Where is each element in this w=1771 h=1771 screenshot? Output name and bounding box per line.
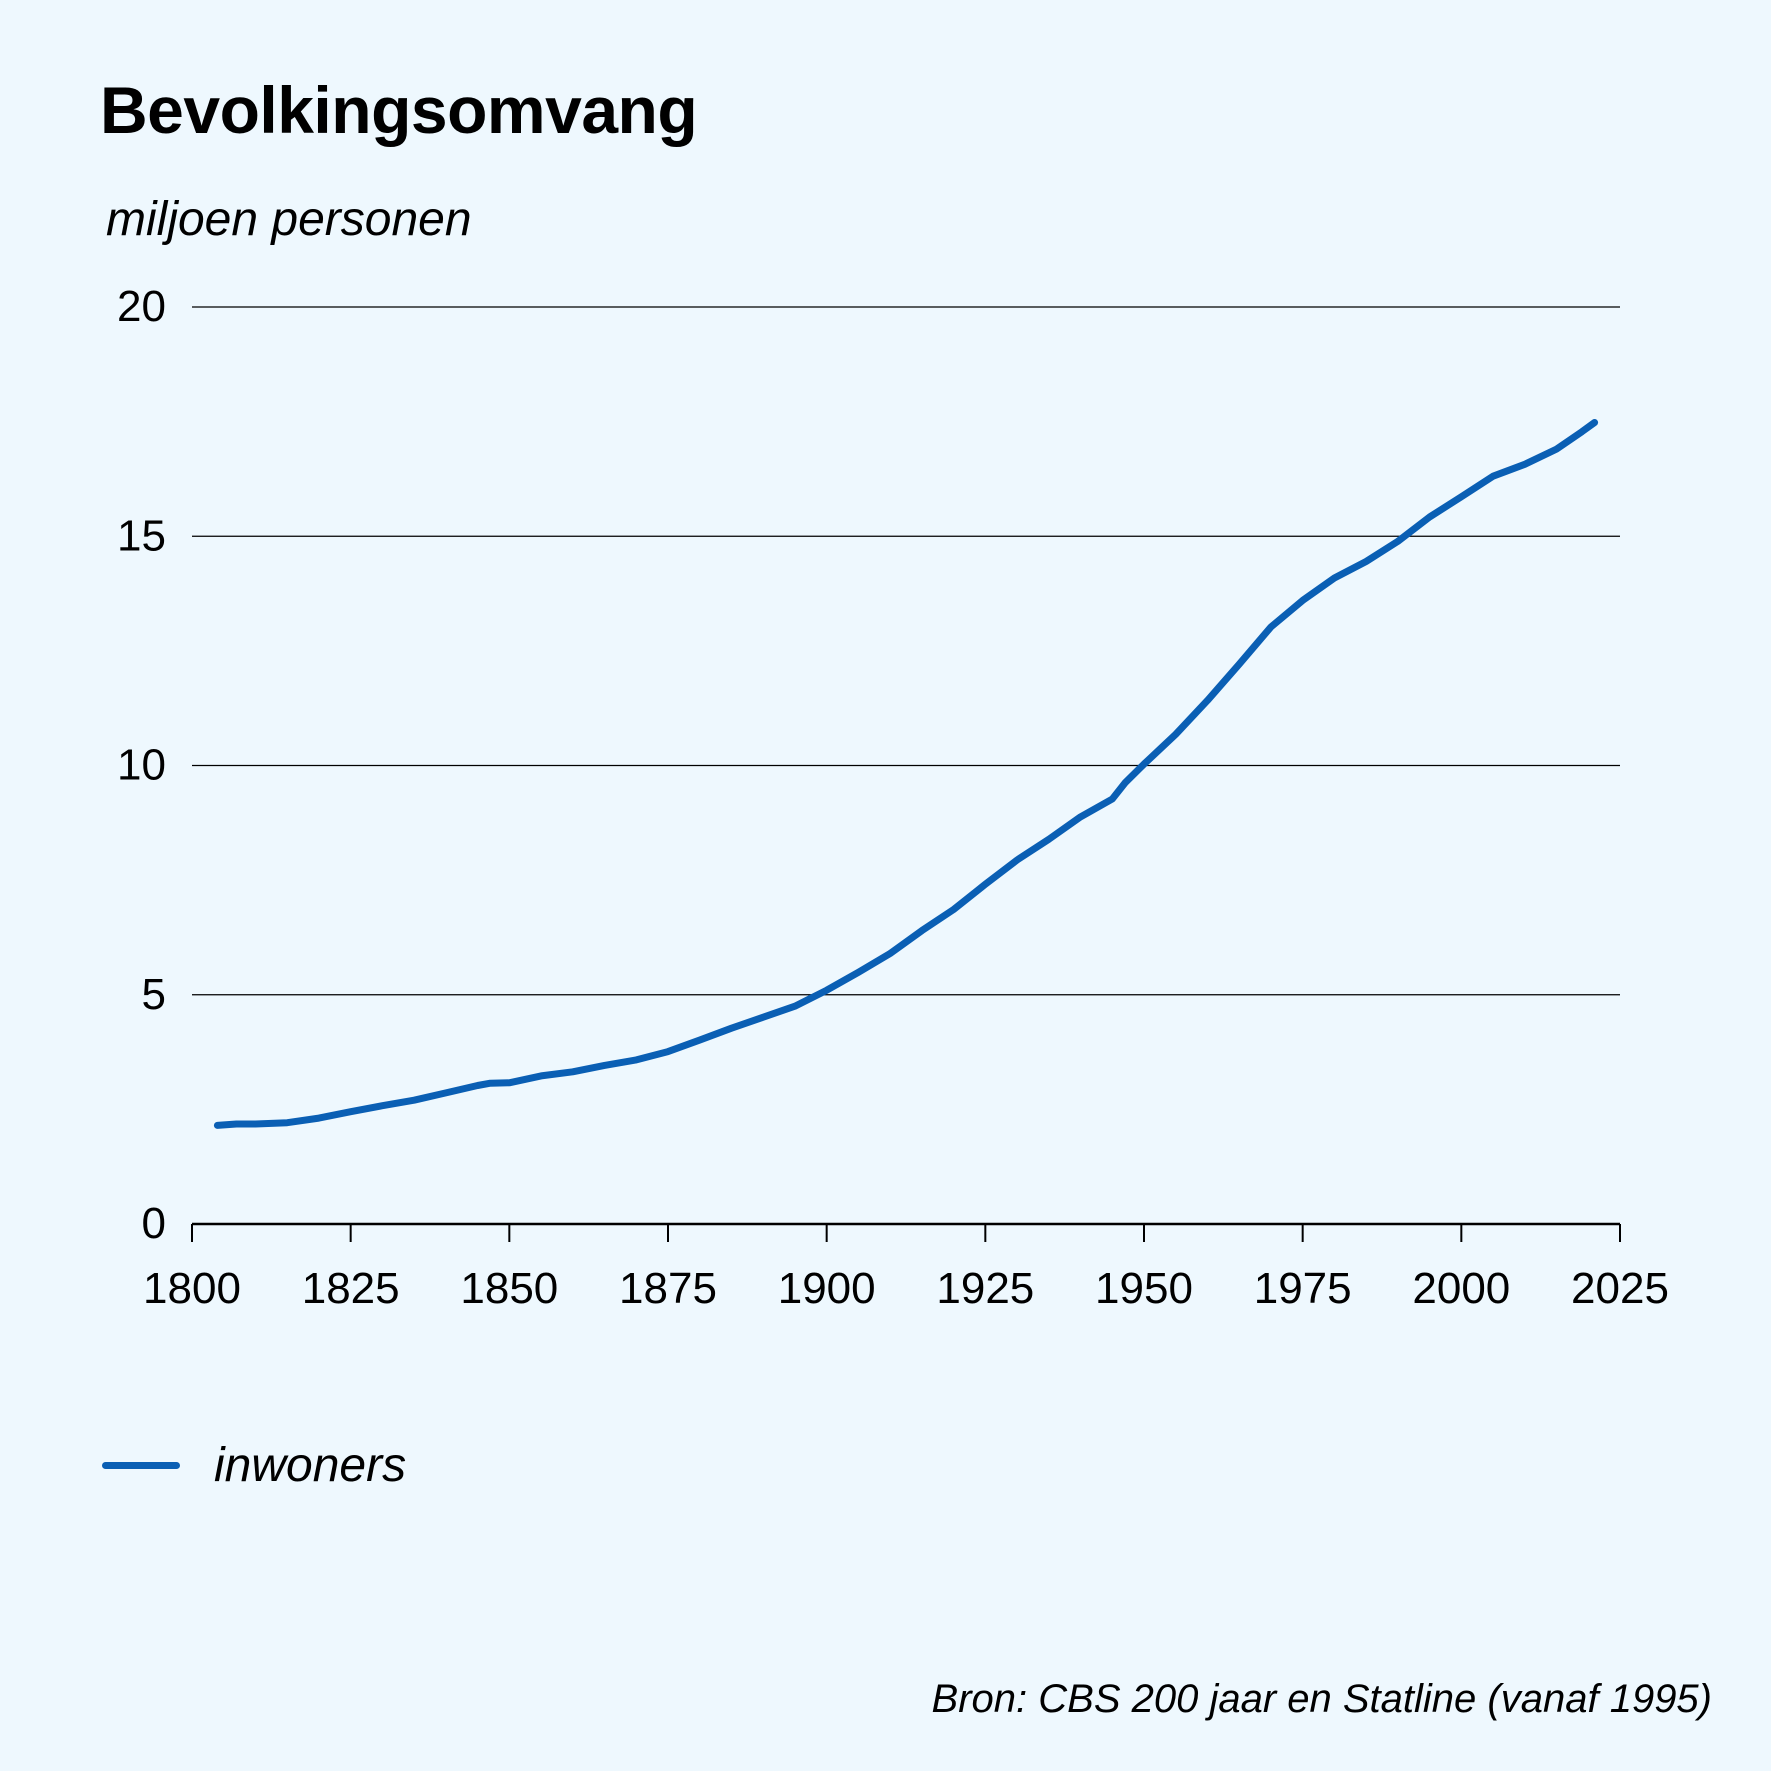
x-axis [191,1222,1621,1242]
legend: inwoners [102,1438,406,1493]
x-tick-label: 1950 [1095,1264,1193,1313]
source-note: Bron: CBS 200 jaar en Statline (vanaf 19… [931,1677,1712,1721]
legend-swatch [102,1462,180,1469]
x-tick-label: 1925 [936,1264,1034,1313]
x-tick-label: 1900 [778,1264,876,1313]
y-tick-label: 15 [117,511,166,560]
x-tick-label: 2000 [1412,1264,1510,1313]
y-tick-label: 10 [117,741,166,790]
x-tick-label: 1800 [143,1264,241,1313]
series-line-inwoners [213,419,1599,1129]
x-tick-label: 1875 [619,1264,717,1313]
tick-labels: 0 5 10 15 20 1800 1825 1850 1875 1900 1925 1950 1975… [117,282,1669,1313]
y-axis-unit-label: miljoen personen [106,193,472,246]
y-tick-label: 20 [117,282,166,331]
y-tick-label: 5 [142,970,166,1019]
legend-label: inwoners [214,1439,407,1492]
y-tick-label: 0 [142,1199,166,1248]
x-tick-label: 2025 [1571,1264,1669,1313]
x-tick-label: 1825 [302,1264,400,1313]
grid-lines [192,306,1620,996]
x-tick-label: 1975 [1254,1264,1352,1313]
series-layer [213,419,1599,1129]
x-tick-label: 1850 [460,1264,558,1313]
chart-title: Bevolkingsomvang [100,73,698,147]
